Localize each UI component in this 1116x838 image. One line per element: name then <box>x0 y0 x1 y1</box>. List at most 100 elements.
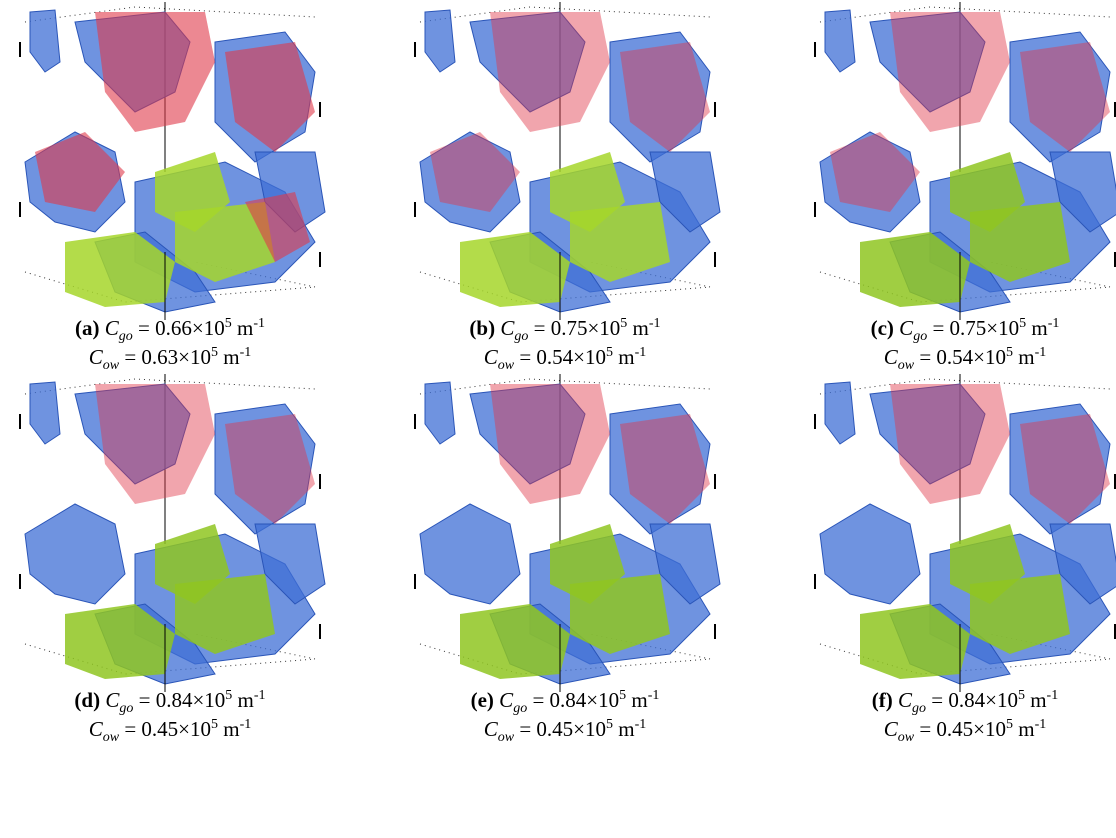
subscript: go <box>513 701 527 716</box>
subscript: ow <box>498 358 515 373</box>
pore-blob <box>825 10 855 72</box>
caption-line: (e) Cgo = 0.84×105 m-1 <box>471 680 660 717</box>
panel-label: (d) <box>74 688 100 712</box>
unit: m <box>1030 688 1046 712</box>
symbol: C <box>899 316 914 340</box>
unit-exponent: -1 <box>253 316 265 331</box>
subscript: ow <box>898 730 915 745</box>
exponent: 5 <box>606 345 613 360</box>
value: 0.84 <box>156 688 193 712</box>
value: 0.45 <box>141 717 178 741</box>
exponent: 5 <box>1006 345 1013 360</box>
caption-line: Cow = 0.45×105 m-1 <box>884 709 1047 746</box>
pore-blob <box>425 382 455 444</box>
subscript: ow <box>103 730 120 745</box>
figure: (a) Cgo = 0.66×105 m-1Cow = 0.63×105 m-1… <box>0 0 1116 838</box>
subscript: go <box>119 701 133 716</box>
unit-exponent: -1 <box>1035 717 1047 732</box>
red-blob <box>490 12 610 132</box>
value: 0.75 <box>551 316 588 340</box>
multiplier: ×10 <box>178 345 211 369</box>
panel-label: (f) <box>872 688 893 712</box>
pore-blob <box>30 382 60 444</box>
symbol: C <box>898 688 913 712</box>
caption-line: (b) Cgo = 0.75×105 m-1 <box>469 308 660 345</box>
exponent: 5 <box>225 316 232 331</box>
exponent: 5 <box>1006 717 1013 732</box>
symbol: C <box>884 717 899 741</box>
symbol: C <box>105 316 120 340</box>
unit: m <box>237 316 253 340</box>
value: 0.84 <box>948 688 985 712</box>
pore-blob <box>420 504 520 604</box>
multiplier: ×10 <box>178 717 211 741</box>
exponent: 5 <box>1018 688 1025 703</box>
equals: = <box>931 688 943 712</box>
value: 0.66 <box>155 316 192 340</box>
caption-line: Cow = 0.54×105 m-1 <box>484 337 647 374</box>
symbol: C <box>89 345 104 369</box>
rendering <box>415 374 720 692</box>
caption-line: Cow = 0.54×105 m-1 <box>884 337 1047 374</box>
subscript: ow <box>103 358 120 373</box>
unit: m <box>633 316 649 340</box>
multiplier: ×10 <box>573 717 606 741</box>
symbol: C <box>484 345 499 369</box>
panel-label: (a) <box>75 316 100 340</box>
unit-exponent: -1 <box>1047 688 1059 703</box>
red-blob <box>890 12 1010 132</box>
panel: (c) Cgo = 0.75×105 m-1Cow = 0.54×105 m-1 <box>815 2 1116 374</box>
caption-line: Cow = 0.45×105 m-1 <box>484 709 647 746</box>
symbol: C <box>484 717 499 741</box>
exponent: 5 <box>1019 316 1026 331</box>
value: 0.84 <box>550 688 587 712</box>
equals: = <box>124 345 136 369</box>
exponent: 5 <box>211 345 218 360</box>
panel-label: (c) <box>871 316 894 340</box>
rendering <box>20 2 325 320</box>
panel: (f) Cgo = 0.84×105 m-1Cow = 0.45×105 m-1 <box>815 374 1116 746</box>
equals: = <box>519 717 531 741</box>
symbol: C <box>89 717 104 741</box>
rendering <box>815 374 1116 692</box>
equals: = <box>532 688 544 712</box>
subscript: ow <box>898 358 915 373</box>
symbol: C <box>884 345 899 369</box>
pore-blob <box>820 504 920 604</box>
unit: m <box>1031 316 1047 340</box>
exponent: 5 <box>620 316 627 331</box>
symbol: C <box>105 688 120 712</box>
value: 0.63 <box>141 345 178 369</box>
subscript: go <box>912 701 926 716</box>
equals: = <box>919 345 931 369</box>
equals: = <box>139 688 151 712</box>
exponent: 5 <box>619 688 626 703</box>
unit: m <box>618 717 634 741</box>
caption-line: (a) Cgo = 0.66×105 m-1 <box>75 308 265 345</box>
subscript: go <box>514 329 528 344</box>
caption-line: (f) Cgo = 0.84×105 m-1 <box>872 680 1058 717</box>
equals: = <box>534 316 546 340</box>
red-blob <box>95 12 215 132</box>
panel-label: (b) <box>469 316 495 340</box>
unit: m <box>223 717 239 741</box>
exponent: 5 <box>606 717 613 732</box>
equals: = <box>932 316 944 340</box>
equals: = <box>124 717 136 741</box>
unit: m <box>631 688 647 712</box>
value: 0.54 <box>936 345 973 369</box>
subscript: go <box>913 329 927 344</box>
unit: m <box>223 345 239 369</box>
rendering <box>20 374 325 692</box>
multiplier: ×10 <box>573 345 606 369</box>
unit-exponent: -1 <box>254 688 266 703</box>
unit-exponent: -1 <box>240 717 252 732</box>
red-blob <box>95 384 215 504</box>
pore-blob <box>825 382 855 444</box>
exponent: 5 <box>211 717 218 732</box>
rendering <box>815 2 1116 320</box>
unit: m <box>1018 717 1034 741</box>
